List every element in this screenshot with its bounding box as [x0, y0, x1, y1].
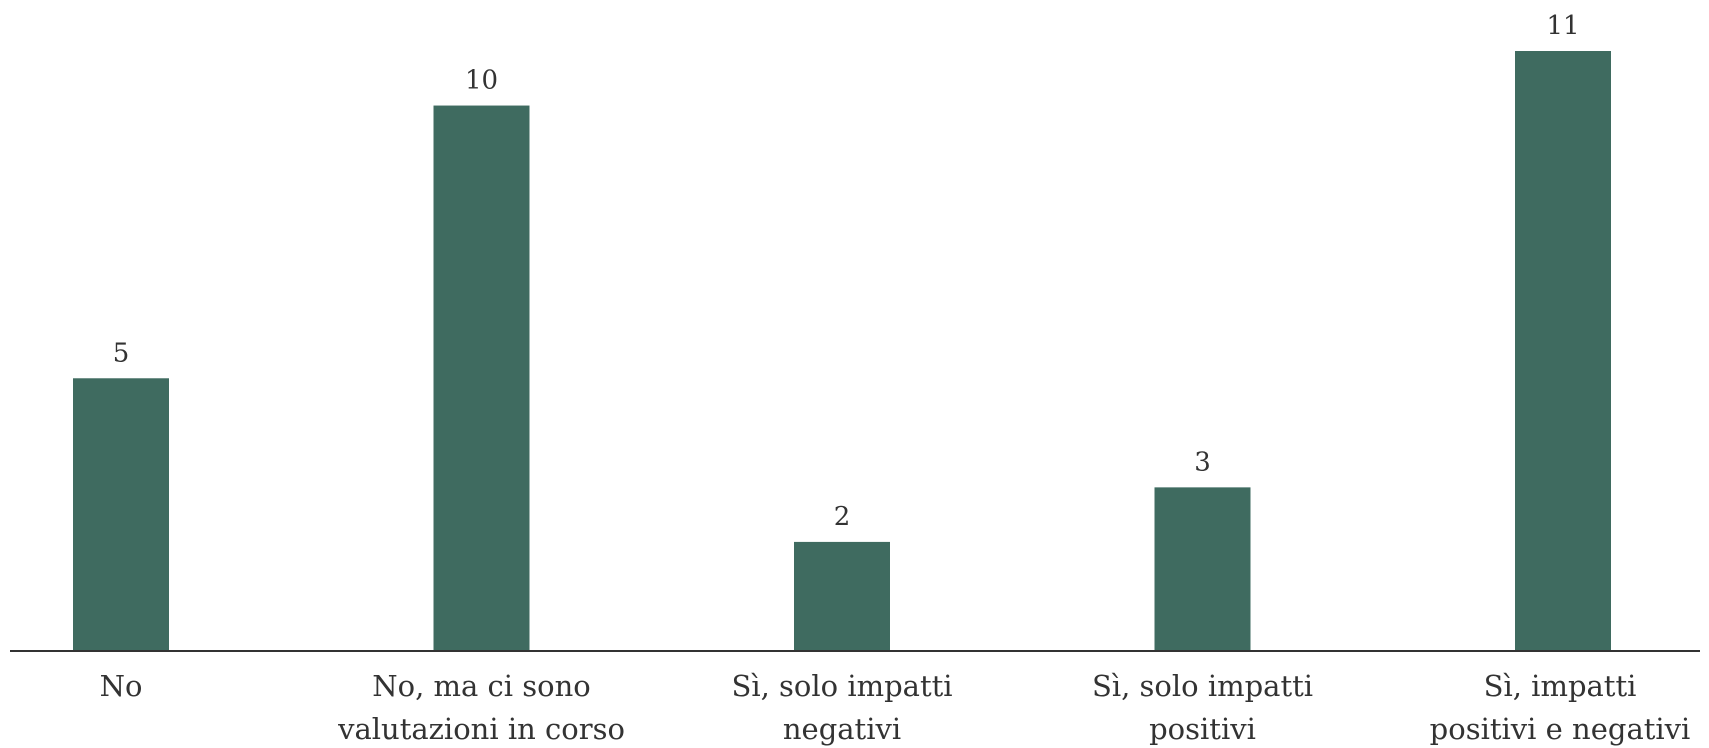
x-tick-label: positivi	[1149, 712, 1256, 746]
bar	[1154, 487, 1251, 651]
value-label: 5	[113, 338, 130, 368]
x-tick-label: Sì, impatti	[1484, 669, 1637, 703]
value-label: 10	[465, 66, 498, 96]
x-tick-label: No	[100, 669, 143, 703]
x-tick-label: Sì, solo impatti	[731, 669, 952, 703]
x-tick-label: negativi	[783, 712, 901, 746]
bar	[794, 541, 890, 651]
x-tick-label: valutazioni in corso	[337, 712, 625, 746]
x-tick-label: Sì, solo impatti	[1092, 669, 1313, 703]
value-label: 2	[834, 502, 851, 532]
x-tick-label: No, ma ci sono	[372, 669, 591, 703]
value-label: 3	[1194, 447, 1211, 477]
bar	[1515, 51, 1611, 651]
bar	[73, 378, 169, 651]
bar	[433, 105, 530, 651]
value-label: 11	[1546, 11, 1579, 41]
x-tick-label: positivi e negativi	[1430, 712, 1691, 746]
